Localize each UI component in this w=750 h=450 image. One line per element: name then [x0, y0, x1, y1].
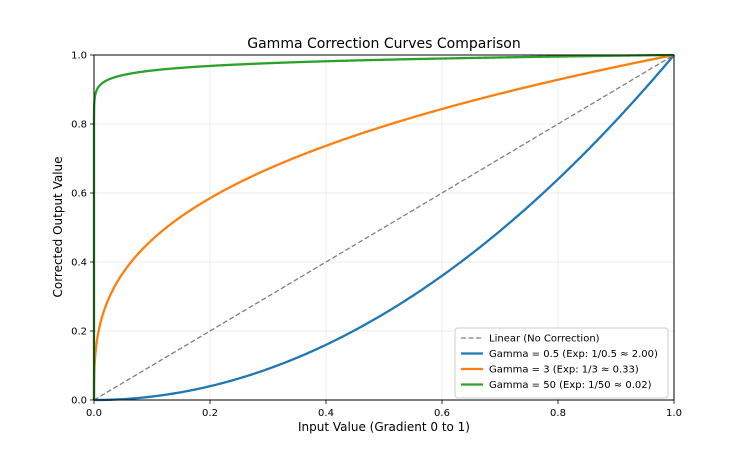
legend-label: Linear (No Correction) [489, 334, 600, 345]
legend-label: Gamma = 50 (Exp: 1/50 ≈ 0.02) [489, 380, 652, 391]
y-tick-label: 0.4 [71, 258, 87, 269]
chart-title: Gamma Correction Curves Comparison [247, 36, 520, 52]
x-tick-label: 0.0 [86, 408, 102, 419]
y-axis-title: Corrected Output Value [51, 156, 65, 297]
y-tick-label: 0.8 [71, 120, 87, 131]
legend-label: Gamma = 3 (Exp: 1/3 ≈ 0.33) [489, 365, 639, 376]
x-tick-label: 0.6 [434, 408, 450, 419]
x-tick-label: 1.0 [666, 408, 682, 419]
x-tick-label: 0.2 [202, 408, 218, 419]
axis-ticks: 0.0 0.2 0.4 0.6 0.8 1.0 0.0 0.2 0.4 0.6 0.8 1.0 [71, 51, 682, 420]
y-tick-label: 0.0 [71, 396, 87, 407]
y-tick-label: 0.2 [71, 327, 87, 338]
legend-box [454, 327, 669, 399]
x-axis-title: Input Value (Gradient 0 to 1) [298, 420, 470, 434]
y-tick-label: 1.0 [71, 51, 87, 62]
series-line-3 [92, 53, 675, 400]
x-tick-label: 0.8 [550, 408, 566, 419]
legend: Linear (No Correction) Gamma = 0.5 (Exp: … [454, 327, 669, 399]
x-tick-label: 0.4 [318, 408, 334, 419]
series-line-2 [92, 53, 675, 401]
plot-frame [93, 54, 675, 401]
series-line-0 [93, 54, 675, 401]
legend-label: Gamma = 0.5 (Exp: 1/0.5 ≈ 2.00) [489, 349, 658, 360]
y-tick-label: 0.6 [71, 189, 87, 200]
